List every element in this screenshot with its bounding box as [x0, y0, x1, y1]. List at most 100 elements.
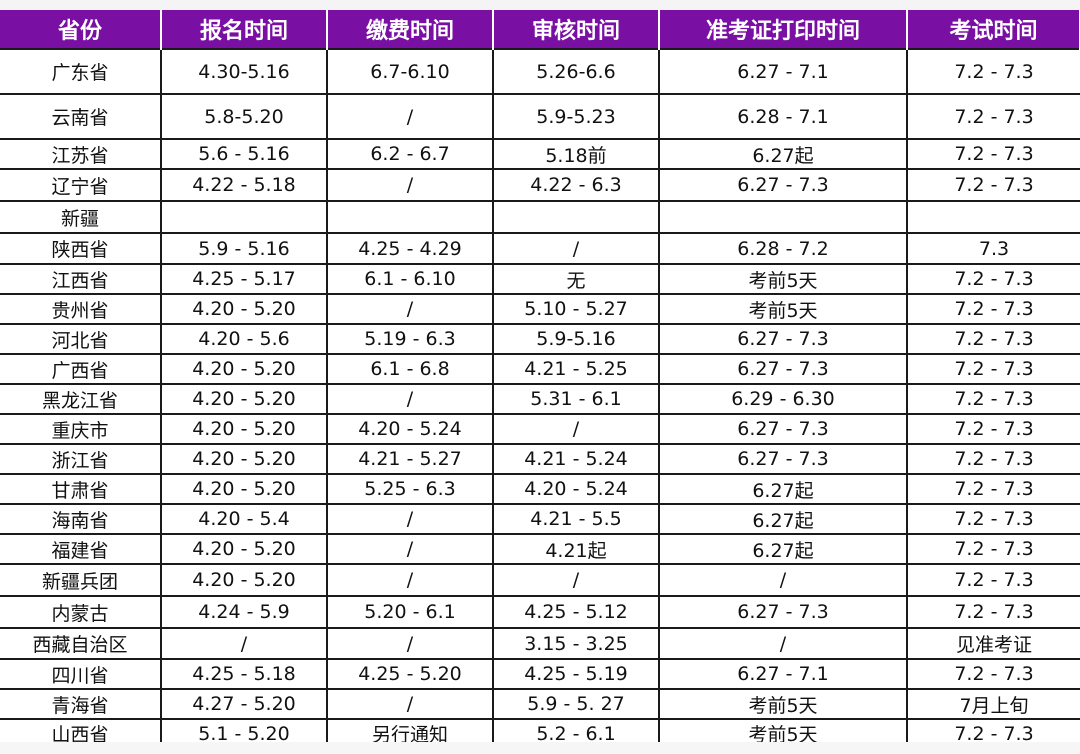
date-cell: 7.2 - 7.3 [906, 503, 1080, 535]
date-cell: 7.2 - 7.3 [906, 413, 1080, 445]
date-cell: 5.10 - 5.27 [492, 293, 660, 325]
date-cell: 7.2 - 7.3 [906, 563, 1080, 597]
date-cell: 4.20 - 5.6 [160, 323, 328, 355]
table-row: 内蒙古 4.24 - 5.9 5.20 - 6.1 4.25 - 5.12 6.27 -… [0, 595, 1080, 629]
table-row: 海南省 4.20 - 5.4/4.21 - 5.5 6.27起 7.2 - 7.3 [0, 503, 1080, 535]
province-cell: 内蒙古 [0, 595, 162, 629]
date-cell: 5.9 - 5. 27 [492, 688, 660, 720]
province-cell: 辽宁省 [0, 168, 162, 202]
table-row: 贵州省 4.20 - 5.20/5.10 - 5.27 考前5天 7.2 - 7.3 [0, 293, 1080, 325]
date-cell: 5.25 - 6.3 [326, 473, 494, 505]
table-row: 河北省 4.20 - 5.6 5.19 - 6.3 5.9-5.16 6.27 - 7.… [0, 323, 1080, 355]
date-cell: 4.27 - 5.20 [160, 688, 328, 720]
date-cell: 4.20 - 5.20 [160, 443, 328, 475]
date-cell: 考前5天 [658, 688, 908, 720]
date-cell: / [326, 533, 494, 565]
date-cell: 4.21 - 5.25 [492, 353, 660, 385]
date-cell: 7.2 - 7.3 [906, 138, 1080, 170]
province-cell: 浙江省 [0, 443, 162, 475]
date-cell: 6.27起 [658, 138, 908, 170]
header-row: 省份 报名时间 缴费时间 审核时间 准考证打印时间 考试时间 [0, 10, 1080, 49]
date-cell: / [326, 168, 494, 202]
date-cell: / [492, 563, 660, 597]
date-cell: 见准考证 [906, 627, 1080, 660]
date-cell: 7.2 - 7.3 [906, 383, 1080, 415]
column-header: 审核时间 [493, 10, 660, 49]
date-cell [326, 200, 494, 234]
table-row: 新疆兵团 4.20 - 5.20///7.2 - 7.3 [0, 563, 1080, 597]
province-cell: 新疆 [0, 200, 162, 234]
date-cell: / [326, 293, 494, 325]
table-row: 甘肃省 4.20 - 5.20 5.25 - 6.3 4.20 - 5.24 6.27起… [0, 473, 1080, 505]
date-cell: 7.2 - 7.3 [906, 93, 1080, 140]
date-cell: 5.6 - 5.16 [160, 138, 328, 170]
date-cell: 6.28 - 7.1 [658, 93, 908, 140]
date-cell: 6.1 - 6.10 [326, 263, 494, 295]
date-cell: 6.1 - 6.8 [326, 353, 494, 385]
date-cell: 7.2 - 7.3 [906, 473, 1080, 505]
date-cell: 6.27 - 7.3 [658, 413, 908, 445]
date-cell: 3.15 - 3.25 [492, 627, 660, 660]
date-cell: 7.2 - 7.3 [906, 533, 1080, 565]
province-cell: 四川省 [0, 658, 162, 690]
date-cell: 4.20 - 5.24 [492, 473, 660, 505]
date-cell [492, 200, 660, 234]
date-cell: 4.25 - 5.12 [492, 595, 660, 629]
table-row: 四川省 4.25 - 5.18 4.25 - 5.20 4.25 - 5.19 6.27… [0, 658, 1080, 690]
province-cell: 新疆兵团 [0, 563, 162, 597]
date-cell: 4.20 - 5.20 [160, 383, 328, 415]
table-row: 新疆 [0, 200, 1080, 234]
date-cell: 4.25 - 5.18 [160, 658, 328, 690]
column-header: 缴费时间 [327, 10, 494, 49]
date-cell: 4.25 - 4.29 [326, 232, 494, 265]
date-cell: / [658, 627, 908, 660]
date-cell: 7.2 - 7.3 [906, 263, 1080, 295]
date-cell: 4.21 - 5.5 [492, 503, 660, 535]
table-row: 广西省 4.20 - 5.20 6.1 - 6.8 4.21 - 5.25 6.27 -… [0, 353, 1080, 385]
column-header: 考试时间 [907, 10, 1080, 49]
province-cell: 河北省 [0, 323, 162, 355]
province-cell: 黑龙江省 [0, 383, 162, 415]
date-cell: 6.27起 [658, 533, 908, 565]
date-cell: 7.2 - 7.3 [906, 48, 1080, 95]
date-cell: / [492, 413, 660, 445]
date-cell: 7.2 - 7.3 [906, 443, 1080, 475]
date-cell: 6.27 - 7.3 [658, 595, 908, 629]
date-cell: 6.27 - 7.1 [658, 658, 908, 690]
table-row: 陕西省 5.9 - 5.16 4.25 - 4.29/6.28 - 7.2 7.3 [0, 232, 1080, 265]
date-cell: / [326, 503, 494, 535]
province-cell: 陕西省 [0, 232, 162, 265]
province-cell: 云南省 [0, 93, 162, 140]
table-row: 福建省 4.20 - 5.20/4.21起 6.27起 7.2 - 7.3 [0, 533, 1080, 565]
date-cell: 7.2 - 7.3 [906, 353, 1080, 385]
province-cell: 福建省 [0, 533, 162, 565]
date-cell: 6.7-6.10 [326, 48, 494, 95]
table-row: 青海省 4.27 - 5.20/5.9 - 5. 27 考前5天 7月上旬 [0, 688, 1080, 720]
province-cell: 广西省 [0, 353, 162, 385]
date-cell: 4.21 - 5.24 [492, 443, 660, 475]
column-header: 省份 [0, 10, 162, 49]
column-header: 报名时间 [161, 10, 328, 49]
date-cell: 5.18前 [492, 138, 660, 170]
date-cell: 7.3 [906, 232, 1080, 265]
date-cell: 5.9 - 5.16 [160, 232, 328, 265]
province-cell: 海南省 [0, 503, 162, 535]
date-cell: 7.2 - 7.3 [906, 323, 1080, 355]
date-cell: 4.24 - 5.9 [160, 595, 328, 629]
date-cell: 4.20 - 5.24 [326, 413, 494, 445]
date-cell: 7.2 - 7.3 [906, 168, 1080, 202]
date-cell: 4.20 - 5.20 [160, 473, 328, 505]
date-cell: 5.9-5.16 [492, 323, 660, 355]
date-cell: 无 [492, 263, 660, 295]
province-cell: 重庆市 [0, 413, 162, 445]
date-cell: / [658, 563, 908, 597]
date-cell: 6.27起 [658, 503, 908, 535]
date-cell: 5.19 - 6.3 [326, 323, 494, 355]
date-cell: 5.20 - 6.1 [326, 595, 494, 629]
date-cell: / [160, 627, 328, 660]
date-cell: 4.25 - 5.17 [160, 263, 328, 295]
table-row: 西藏自治区 //3.15 - 3.25/见准考证 [0, 627, 1080, 660]
date-cell: 4.22 - 5.18 [160, 168, 328, 202]
table-row: 黑龙江省 4.20 - 5.20/5.31 - 6.1 6.29 - 6.30 7.2… [0, 383, 1080, 415]
date-cell: 4.20 - 5.20 [160, 353, 328, 385]
